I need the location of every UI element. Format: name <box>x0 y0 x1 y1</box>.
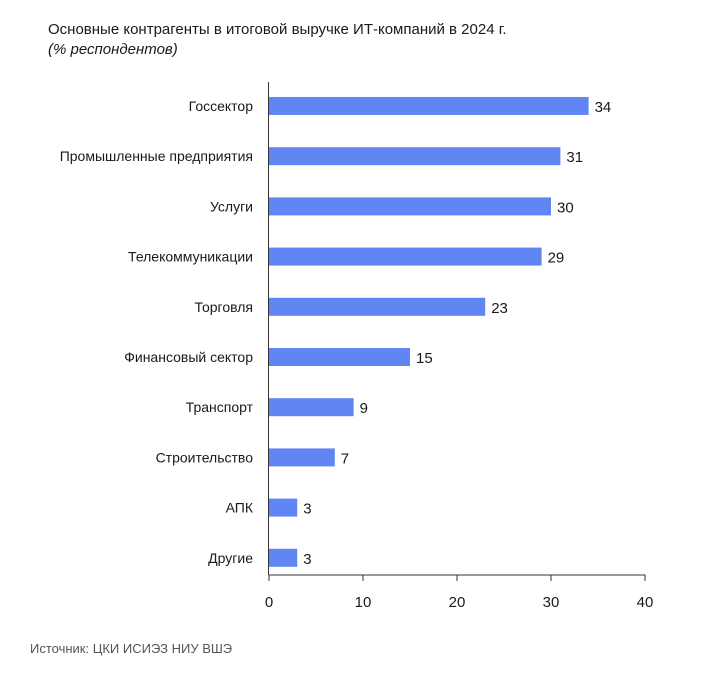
bar <box>269 348 410 366</box>
bar <box>269 147 561 166</box>
bar <box>269 548 298 567</box>
category-label: Торговля <box>195 299 253 315</box>
data-label: 3 <box>303 501 311 518</box>
bar <box>269 498 298 517</box>
category-label: Строительство <box>156 449 254 465</box>
data-label: 3 <box>303 551 311 568</box>
category-label: Финансовый сектор <box>124 349 253 365</box>
category-label: АПК <box>226 500 254 516</box>
data-label: 29 <box>548 250 565 267</box>
source-note: Источник: ЦКИ ИСИЭЗ НИУ ВШЭ <box>30 641 233 656</box>
bar <box>269 247 542 266</box>
chart-subtitle: (% респондентов) <box>48 41 178 58</box>
category-label: Транспорт <box>186 399 254 415</box>
data-label: 15 <box>416 350 433 367</box>
category-label: Госсектор <box>189 98 254 114</box>
category-label: Другие <box>208 550 253 566</box>
category-label: Телекоммуникации <box>128 249 253 265</box>
data-label: 31 <box>566 149 583 166</box>
chart-title: Основные контрагенты в итоговой выручке … <box>48 21 507 38</box>
x-tick-label: 10 <box>355 594 372 611</box>
bar <box>269 297 486 316</box>
bar <box>269 197 551 216</box>
x-tick-label: 0 <box>265 594 273 611</box>
data-label: 34 <box>595 99 612 116</box>
bar <box>269 448 335 467</box>
data-label: 7 <box>341 450 349 467</box>
data-label: 9 <box>360 400 368 417</box>
x-tick-label: 20 <box>449 594 466 611</box>
data-label: 23 <box>491 300 508 317</box>
x-tick-label: 40 <box>637 594 654 611</box>
category-label: Промышленные предприятия <box>60 148 253 164</box>
category-label: Услуги <box>210 198 253 214</box>
x-tick-label: 30 <box>543 594 560 611</box>
bar-chart: 0 10 20 30 40 Госсектор 34 Промышленные предпри… <box>60 82 654 611</box>
data-label: 30 <box>557 199 574 216</box>
bar <box>269 97 589 115</box>
bar <box>269 398 354 417</box>
